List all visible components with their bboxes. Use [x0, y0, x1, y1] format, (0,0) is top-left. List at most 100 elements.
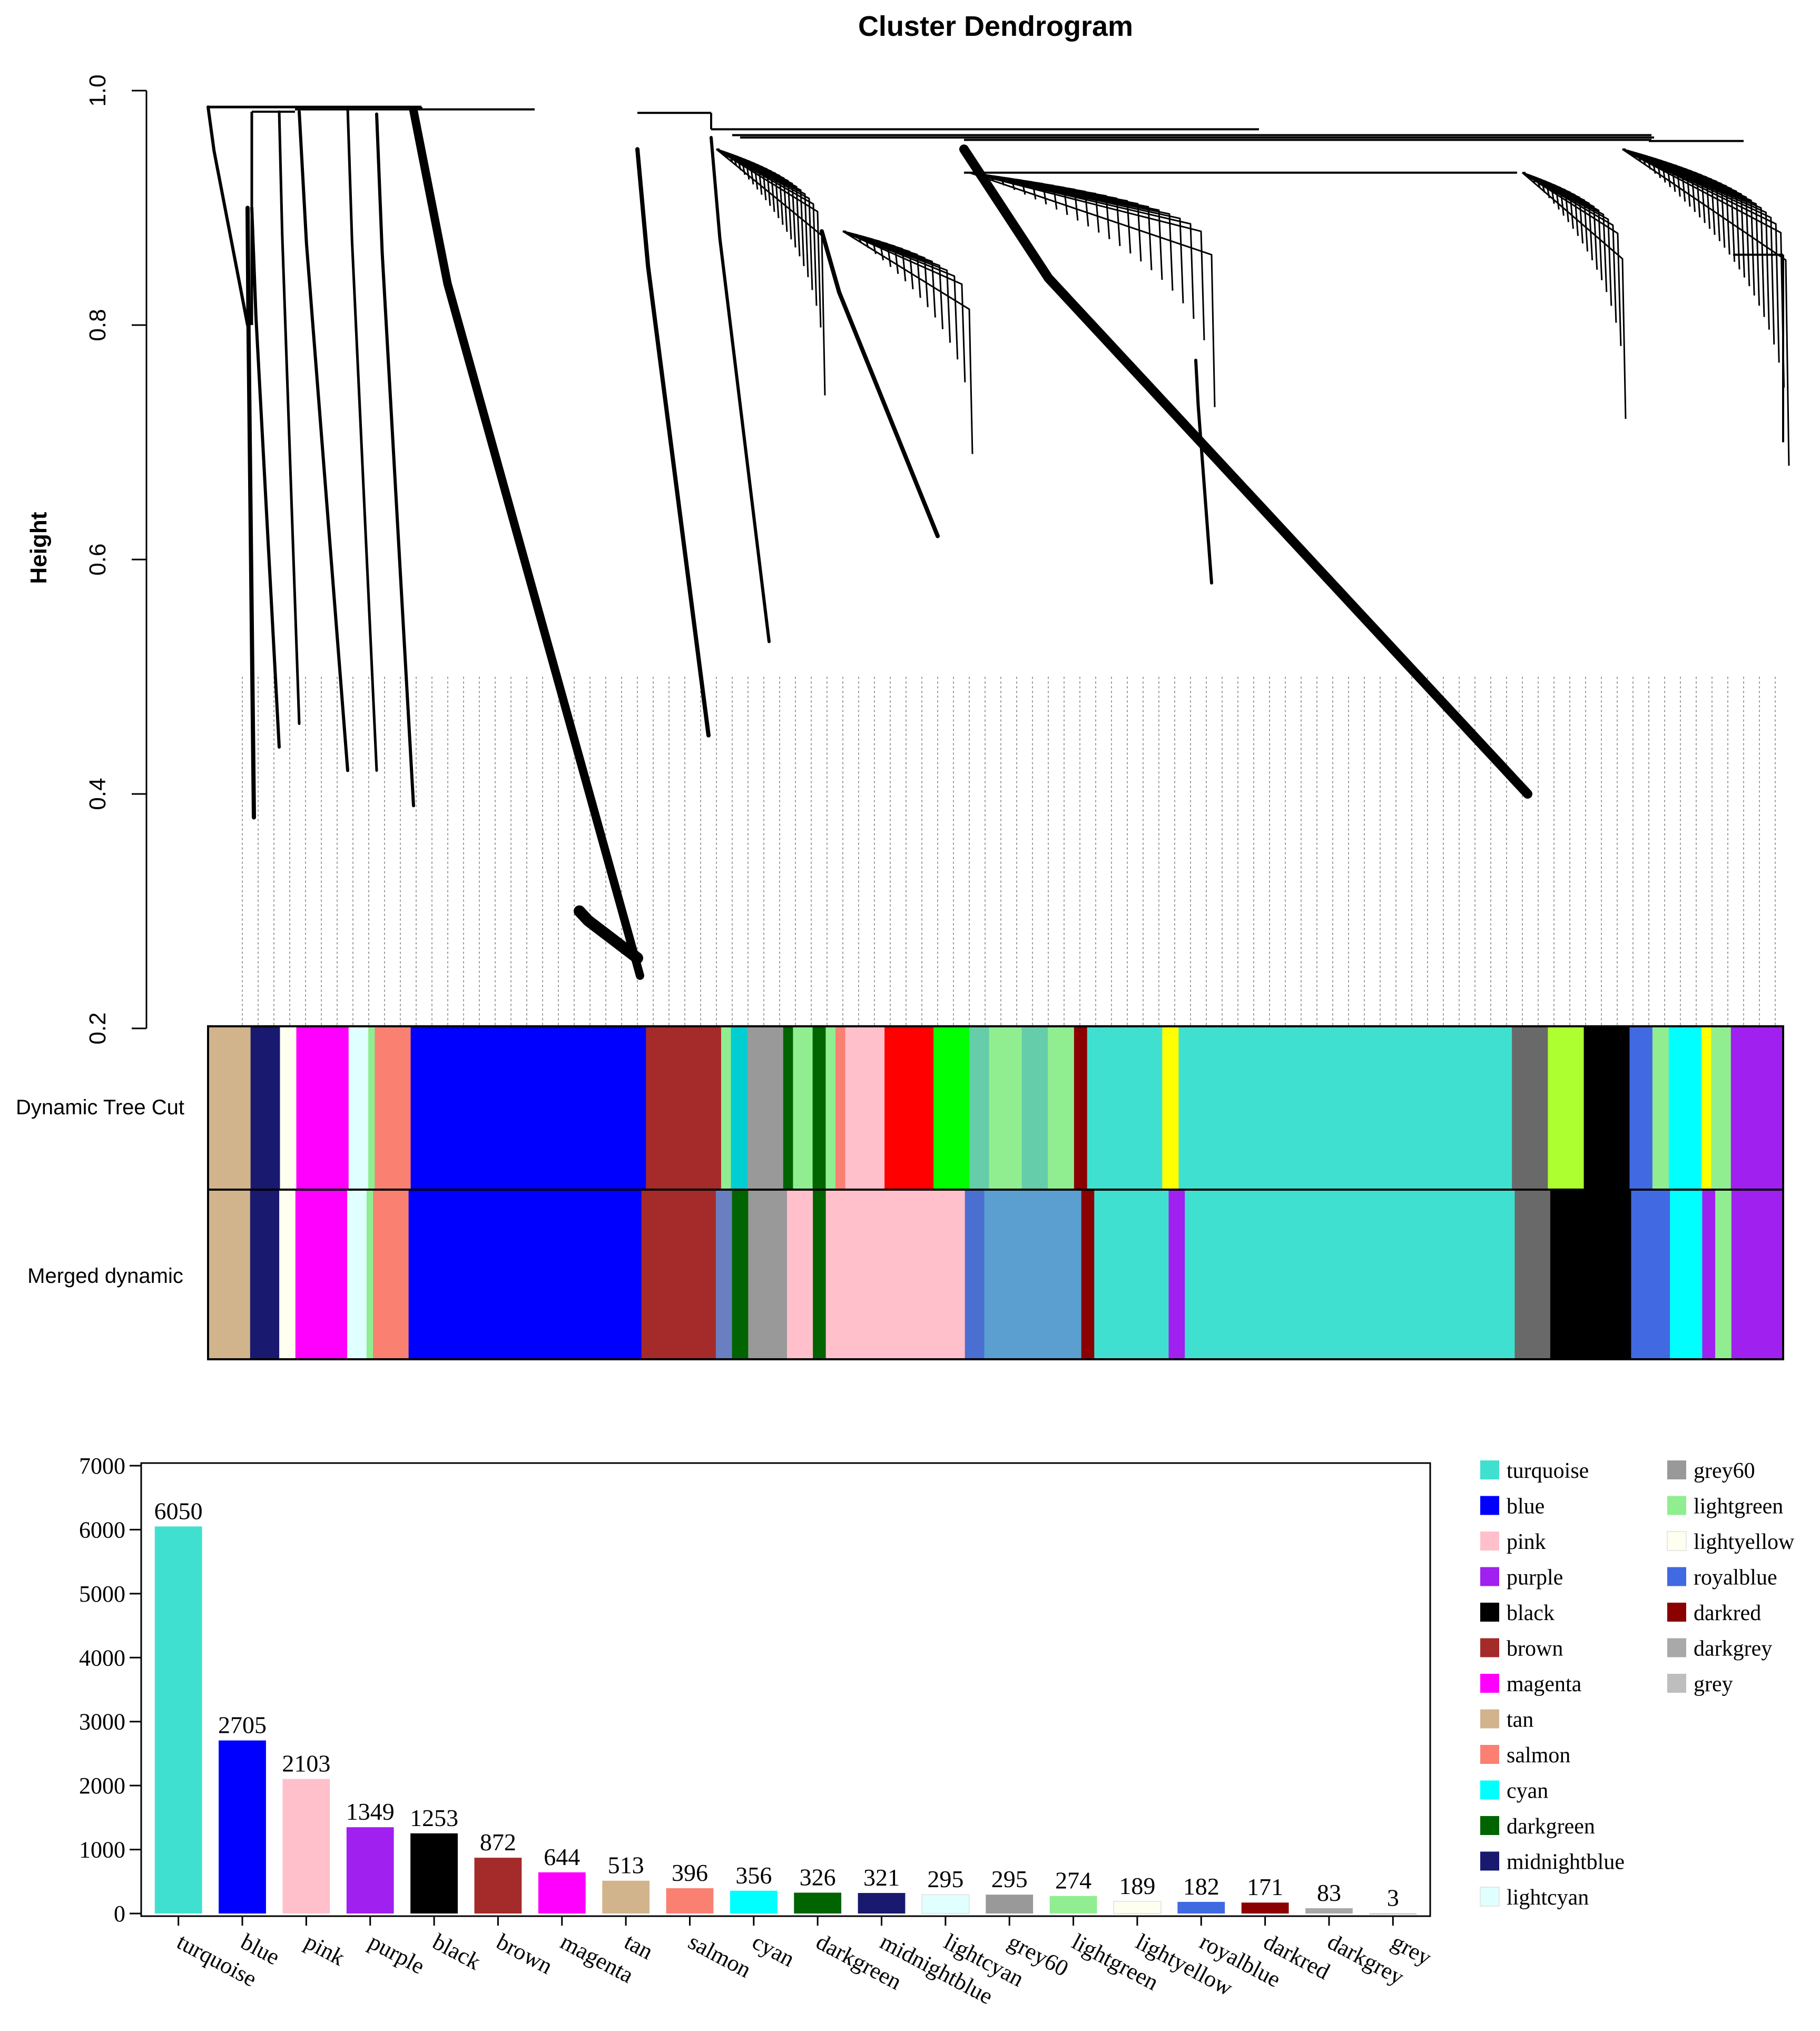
dendrogram-cluster: [375, 112, 415, 808]
legend-label: tan: [1507, 1708, 1533, 1732]
bar-x-tick-label: magenta: [556, 1929, 638, 1988]
merged-dynamic-band-segment: [279, 1190, 296, 1359]
merged-dynamic-band-frame: [207, 1189, 1784, 1360]
merged-dynamic-band-segment: [250, 1190, 280, 1359]
dendrogram-y-tick-label: 0.4: [85, 778, 111, 810]
dendrogram-y-tick-label: 0.6: [85, 543, 111, 575]
bar-x-tick-label: black: [428, 1929, 485, 1975]
merged-dynamic-band-segment: [408, 1190, 642, 1359]
bar-y-tick-label: 3000: [79, 1709, 125, 1735]
dynamic-tree-cut-band-segment: [969, 1026, 990, 1190]
bar-darkred: [1241, 1902, 1289, 1914]
dendrogram-branch: [1522, 172, 1584, 244]
legend-label: midnightblue: [1507, 1850, 1625, 1875]
dendrogram-cluster: [346, 106, 378, 772]
merged-dynamic-band-segment: [1702, 1190, 1716, 1359]
dendrogram-branch: [842, 230, 921, 298]
dynamic-tree-cut-band-segment: [812, 1026, 827, 1190]
merged-dynamic-band-segment: [825, 1190, 966, 1359]
dendrogram-tree: [206, 105, 1790, 980]
legend-label: salmon: [1507, 1743, 1570, 1768]
bar-value-label: 2705: [218, 1712, 267, 1739]
legend-label: black: [1507, 1601, 1555, 1625]
legend-swatch-tan: [1480, 1709, 1499, 1729]
dynamic-tree-cut-band-segment: [989, 1026, 1022, 1190]
bar-value-label: 83: [1317, 1879, 1341, 1906]
dynamic-tree-cut-band-segment: [1162, 1026, 1179, 1190]
bar-lightyellow: [1113, 1901, 1162, 1915]
dendrogram-cluster: [245, 205, 256, 820]
bar-royalblue: [1177, 1901, 1225, 1914]
bar-value-label: 644: [544, 1843, 580, 1870]
merged-dynamic-band-segment: [1631, 1190, 1670, 1359]
merged-dynamic-band-segment: [641, 1190, 716, 1359]
dendrogram-branch: [716, 148, 818, 306]
bar-y-tick-label: 6000: [79, 1517, 125, 1543]
dendrogram-branch: [1622, 149, 1790, 466]
dendrogram-branch: [969, 172, 1195, 319]
merged-dynamic-band-segment: [1094, 1190, 1169, 1359]
bar-chart-panel: 0 1000 2000 3000 4000 5000 6000 7000 6050 2705 21…: [79, 1453, 1795, 2009]
merged-dynamic-band-segment: [786, 1190, 813, 1359]
merged-dynamic-band-segment: [813, 1190, 827, 1359]
dynamic-tree-cut-band-segment: [835, 1026, 846, 1190]
legend-swatch-black: [1480, 1603, 1499, 1622]
dendrogram-branch: [1622, 148, 1720, 241]
dynamic-tree-cut-band-segment: [884, 1026, 934, 1190]
bar-value-label: 1253: [410, 1804, 458, 1831]
bar-y-tick-label: 7000: [79, 1453, 125, 1479]
bar-lightgreen: [1049, 1896, 1097, 1914]
bar-value-label: 295: [927, 1866, 963, 1892]
merged-dynamic-band-segment: [1731, 1190, 1784, 1359]
bar-salmon: [666, 1888, 714, 1914]
legend-swatch-midnightblue: [1480, 1851, 1499, 1871]
dendrogram-y-tick-label: 0.2: [85, 1012, 111, 1044]
bar-value-label: 171: [1247, 1873, 1283, 1900]
legend-swatch-darkgrey: [1667, 1638, 1686, 1657]
dynamic-tree-cut-band-segment: [783, 1026, 793, 1190]
dynamic-tree-cut-band-segment: [721, 1026, 732, 1190]
dendrogram-branch: [1622, 148, 1775, 345]
bar-value-label: 189: [1119, 1872, 1155, 1899]
dendrogram-branch: [1622, 148, 1716, 235]
bar-grey: [1369, 1913, 1417, 1915]
dendrogram-cluster: [278, 110, 301, 725]
dendrogram-branch: [1522, 172, 1622, 346]
bar-value-label: 274: [1055, 1867, 1091, 1894]
legend-label: cyan: [1507, 1779, 1548, 1803]
legend-label: brown: [1507, 1637, 1563, 1661]
legend-swatch-darkred: [1667, 1603, 1686, 1622]
bar-purple: [346, 1827, 394, 1914]
dendrogram-cluster: [298, 110, 349, 772]
dynamic-tree-cut-band-segment: [1701, 1026, 1712, 1190]
bar-value-label: 356: [735, 1862, 772, 1889]
merged-dynamic-band-segment: [715, 1190, 733, 1359]
dendrogram-title: Cluster Dendrogram: [858, 11, 1133, 42]
dendrogram-branch: [1622, 148, 1696, 212]
dendrogram-branch: [842, 230, 973, 454]
dendrogram-branch: [1622, 148, 1770, 330]
bar-plot-frame: [140, 1462, 1431, 1917]
dynamic-tree-cut-band-segment: [1548, 1026, 1585, 1190]
bar-cyan: [730, 1890, 778, 1914]
dynamic-tree-cut-band-segment: [1178, 1026, 1512, 1190]
legend-swatch-lightyellow: [1667, 1531, 1687, 1551]
merged-dynamic-band-segment: [347, 1190, 367, 1359]
legend-label: darkred: [1694, 1601, 1761, 1625]
merged-dynamic-band-segment: [965, 1190, 985, 1359]
dendrogram-branch: [1522, 172, 1579, 236]
merged-dynamic-band-segment: [748, 1190, 788, 1359]
dynamic-tree-cut-band-segment: [825, 1026, 836, 1190]
bar-value-label: 6050: [154, 1497, 203, 1524]
legend-label: blue: [1507, 1495, 1544, 1519]
dynamic-tree-cut-band-segment: [1583, 1026, 1630, 1190]
bar-turquoise: [154, 1526, 202, 1914]
legend-swatch-blue: [1480, 1496, 1499, 1515]
dynamic-tree-cut-band-segment: [747, 1026, 784, 1190]
legend-label: turquoise: [1507, 1459, 1589, 1483]
dendrogram-branch: [1522, 172, 1627, 419]
dendrogram-branch: [842, 230, 959, 360]
dynamic-tree-cut-band-segment: [250, 1026, 281, 1190]
